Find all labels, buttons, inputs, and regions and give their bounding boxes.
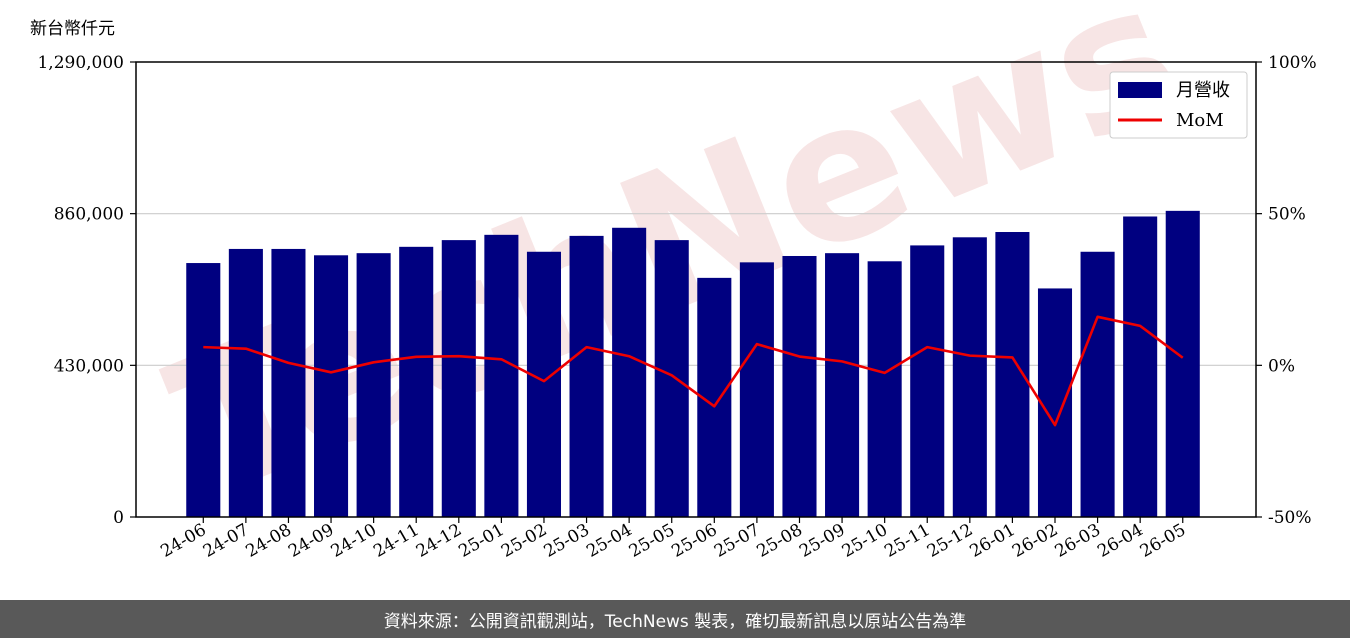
y-left-tick-label: 860,000 <box>54 205 124 225</box>
x-tick-label: 25-01 <box>455 520 507 562</box>
mom-line-series <box>203 315 1184 427</box>
x-tick-label: 26-03 <box>1052 520 1104 562</box>
x-tick-label: 24-11 <box>370 520 422 562</box>
x-tick-label: 25-12 <box>924 520 976 562</box>
legend-label-revenue: 月營收 <box>1176 80 1230 101</box>
bar-25-12 <box>952 237 987 517</box>
y-right-tick-label: -50% <box>1268 508 1312 528</box>
x-tick-label: 25-04 <box>583 520 635 562</box>
footer-text: 資料來源：公開資訊觀測站，TechNews 製表，確切最新訊息以原站公告為準 <box>383 611 967 632</box>
x-tick-label: 24-10 <box>328 520 380 562</box>
bar-24-11 <box>399 246 434 517</box>
x-tick-label: 25-10 <box>839 520 891 562</box>
y-right-tick-label: 0% <box>1268 356 1295 376</box>
x-tick-label: 26-05 <box>1137 520 1189 562</box>
bar-24-07 <box>228 248 263 517</box>
x-tick-label: 24-12 <box>413 520 465 562</box>
bar-series <box>186 210 1200 518</box>
x-tick-label: 26-02 <box>1009 520 1061 562</box>
source-footer: 資料來源：公開資訊觀測站，TechNews 製表，確切最新訊息以原站公告為準 <box>0 600 1350 638</box>
x-tick-label: 25-03 <box>541 520 593 562</box>
y-axis-unit-label: 新台幣仟元 <box>30 19 115 39</box>
legend: 月營收 MoM <box>1109 71 1248 139</box>
x-tick-label: 25-02 <box>498 520 550 562</box>
bar-24-12 <box>441 240 476 517</box>
x-tick-label: 25-08 <box>754 520 806 562</box>
mom-line <box>203 315 1184 427</box>
x-axis: 24-0624-0724-0824-0924-1024-1124-1225-01… <box>157 517 1189 562</box>
bar-25-01 <box>484 234 519 517</box>
bar-25-07 <box>739 262 774 517</box>
bar-25-09 <box>825 253 860 518</box>
y-right-tick-label: 50% <box>1268 205 1306 225</box>
bar-24-08 <box>271 248 306 517</box>
plot-border <box>135 61 1257 518</box>
x-tick-label: 24-06 <box>157 520 209 562</box>
bar-25-08 <box>782 255 817 517</box>
bar-25-10 <box>867 261 902 517</box>
y-left-tick-label: 0 <box>113 508 124 528</box>
bar-24-09 <box>314 255 349 518</box>
legend-bar-swatch <box>1118 82 1162 98</box>
x-tick-label: 25-07 <box>711 520 763 562</box>
y-axis-left: 0 430,000 860,000 1,290,000 <box>37 53 136 528</box>
bar-26-04 <box>1123 216 1158 517</box>
bar-24-06 <box>186 263 221 517</box>
bar-25-03 <box>569 235 604 517</box>
bar-25-04 <box>612 227 647 517</box>
bar-24-10 <box>356 253 391 518</box>
bar-25-11 <box>910 245 945 517</box>
x-tick-label: 24-09 <box>285 520 337 562</box>
y-left-tick-label: 430,000 <box>54 356 124 376</box>
x-tick-label: 25-05 <box>626 520 678 562</box>
x-tick-label: 25-09 <box>796 520 848 562</box>
y-right-tick-label: 100% <box>1268 53 1317 73</box>
y-axis-right: -50% 0% 50% 100% <box>1256 53 1317 528</box>
bar-26-05 <box>1165 210 1200 517</box>
legend-label-mom: MoM <box>1176 110 1224 131</box>
bar-25-05 <box>654 240 689 517</box>
bar-26-02 <box>1037 288 1073 517</box>
x-tick-label: 26-01 <box>966 520 1018 562</box>
bar-25-02 <box>526 251 562 517</box>
bar-26-03 <box>1080 251 1115 517</box>
x-tick-label: 25-11 <box>881 520 933 562</box>
x-tick-label: 25-06 <box>668 520 720 562</box>
x-tick-label: 26-04 <box>1094 520 1146 562</box>
y-left-tick-label: 1,290,000 <box>37 53 124 73</box>
plot-frame <box>135 61 1257 518</box>
